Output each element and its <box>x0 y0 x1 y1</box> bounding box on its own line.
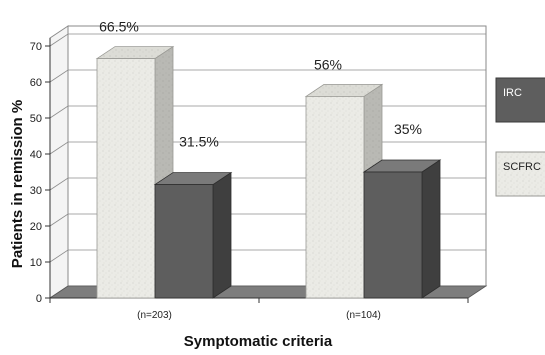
y-tick-label: 60 <box>30 77 42 89</box>
y-tick-label: 10 <box>30 257 42 269</box>
legend-swatch <box>495 77 545 123</box>
side-wall <box>49 25 69 299</box>
bar-side <box>212 171 232 299</box>
y-axis: 0 10 20 30 40 50 60 70 <box>30 38 51 305</box>
y-tick-label: 40 <box>30 149 42 161</box>
bar-irc-0 <box>153 171 233 299</box>
value-label: 31.5% <box>179 134 219 150</box>
gridline <box>49 33 486 47</box>
bar-front <box>305 96 365 299</box>
value-label: 35% <box>394 121 422 137</box>
legend-entry-scfrc: SCFRC <box>495 151 545 197</box>
y-axis-title: Patients in remission % <box>9 100 26 268</box>
y-tick-label: 20 <box>30 221 42 233</box>
x-tick-labels: (n=203) (n=104) <box>137 310 381 321</box>
gridline <box>49 69 486 83</box>
y-tick-label: 50 <box>30 113 42 125</box>
bar-front <box>154 184 214 299</box>
value-label: 56% <box>314 56 342 72</box>
legend-swatch <box>495 151 545 197</box>
bars <box>95 45 442 299</box>
value-labels: 66.5% 31.5% 56% 35% <box>99 19 422 150</box>
legend-label: IRC <box>503 87 522 99</box>
bar-front <box>363 171 423 299</box>
bar-front <box>96 58 156 299</box>
x-axis-title: Symptomatic criteria <box>184 333 333 350</box>
x-tick-label: (n=104) <box>346 310 381 321</box>
bar-irc-1 <box>362 159 442 299</box>
legend-entry-irc: IRC <box>495 77 545 123</box>
y-tick-label: 0 <box>36 293 42 305</box>
legend-label: SCFRC <box>503 161 541 173</box>
bar-side <box>421 159 441 299</box>
x-tick-label: (n=203) <box>137 310 172 321</box>
value-label: 66.5% <box>99 19 139 35</box>
y-tick-label: 30 <box>30 185 42 197</box>
y-tick-label: 70 <box>30 41 42 53</box>
legend: IRC SCFRC <box>495 77 545 197</box>
